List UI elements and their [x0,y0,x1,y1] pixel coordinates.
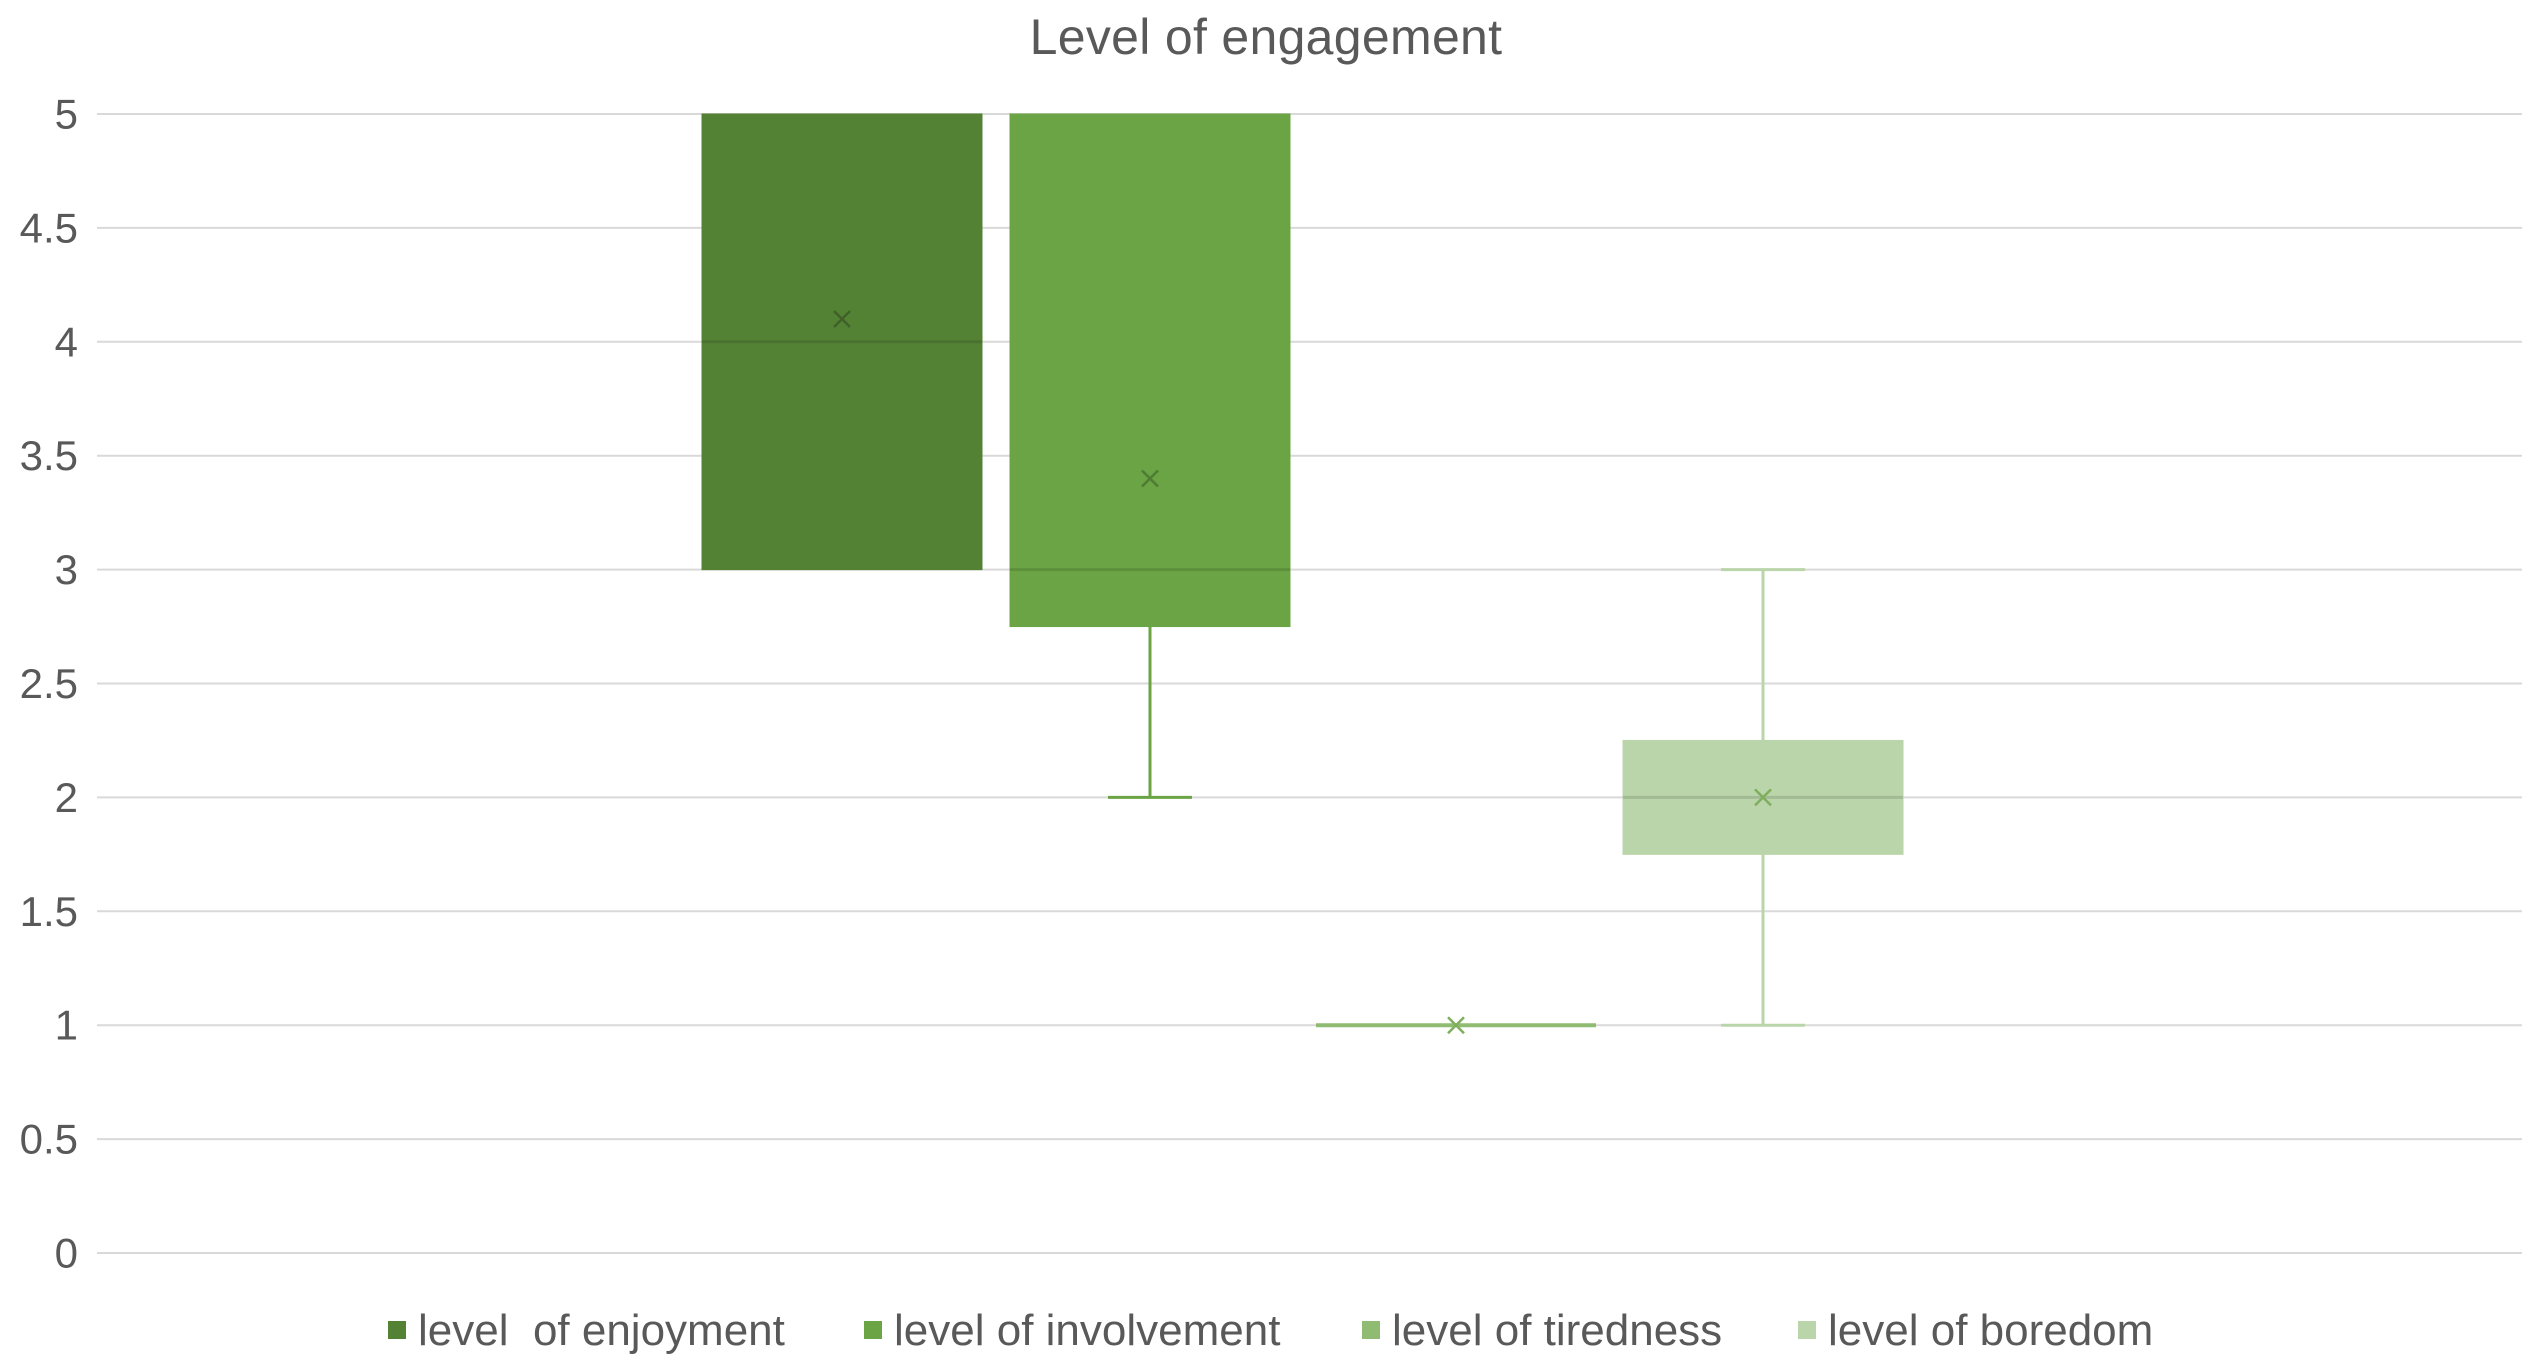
legend-swatch [1798,1321,1816,1339]
boxes [701,113,1904,1035]
box-4 [1622,568,1904,1027]
legend: level of enjoyment level of involvement le… [388,1306,2153,1355]
y-tick-label: 4.5 [20,204,78,251]
legend-label: level of enjoyment [418,1306,785,1355]
legend-item: level of enjoyment [388,1306,785,1355]
mean-marker [833,310,851,328]
legend-label: level of involvement [894,1306,1280,1355]
legend-item: level of tiredness [1362,1306,1722,1355]
y-tick-label: 3.5 [20,432,78,479]
y-tick-label: 1 [55,1002,78,1049]
legend-item: level of boredom [1798,1306,2153,1355]
gridlines [97,113,2522,1254]
y-tick-label: 0 [55,1230,78,1277]
box-1 [701,113,983,571]
y-tick-label: 2 [55,774,78,821]
legend-label: level of tiredness [1392,1306,1722,1355]
legend-swatch [1362,1321,1380,1339]
y-axis-ticks: 0 0.5 1 1.5 2 2.5 3 3.5 4 4.5 5 [20,91,78,1277]
chart-title: Level of engagement [1029,9,1503,65]
box-rect [701,113,983,571]
legend-item: level of involvement [864,1306,1280,1355]
y-tick-label: 1.5 [20,888,78,935]
y-tick-label: 0.5 [20,1116,78,1163]
mean-marker [1447,1016,1465,1035]
box-2 [1009,113,1291,799]
mean-marker [1141,469,1159,488]
box-rect [1009,113,1291,628]
legend-swatch [864,1321,882,1339]
y-tick-label: 4 [55,318,78,365]
y-tick-label: 2.5 [20,660,78,707]
legend-swatch [388,1321,406,1339]
y-tick-label: 3 [55,546,78,593]
box-3 [1316,1016,1596,1035]
y-tick-label: 5 [55,91,78,138]
legend-label: level of boredom [1828,1306,2153,1355]
mean-marker [1754,788,1772,807]
